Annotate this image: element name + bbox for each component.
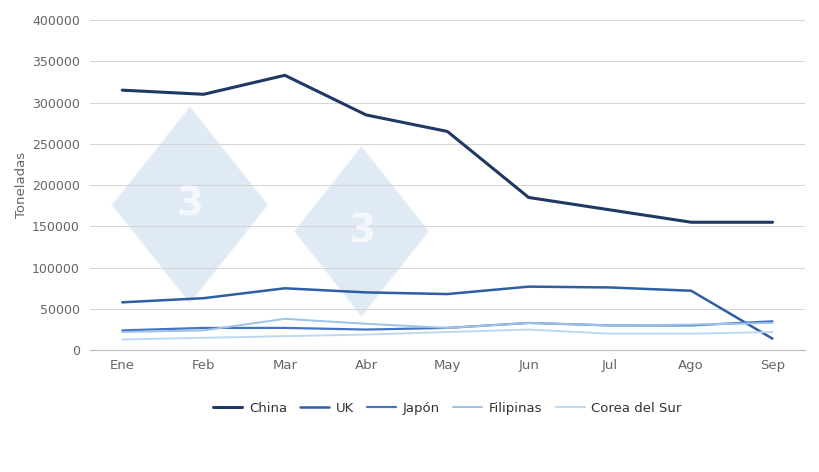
Filipinas <box>442 325 452 331</box>
China <box>117 87 127 93</box>
UK <box>117 300 127 305</box>
Line: Japón: Japón <box>122 321 771 330</box>
Corea del Sur <box>198 335 208 341</box>
UK <box>360 290 370 295</box>
China <box>767 219 776 225</box>
China <box>279 73 289 78</box>
Corea del Sur <box>686 331 695 337</box>
Corea del Sur <box>360 332 370 337</box>
Line: Filipinas: Filipinas <box>122 319 771 332</box>
UK <box>198 295 208 301</box>
Corea del Sur <box>279 333 289 339</box>
Line: China: China <box>122 76 771 222</box>
Japón <box>442 325 452 331</box>
Text: 3: 3 <box>347 212 374 250</box>
Corea del Sur <box>442 329 452 335</box>
Polygon shape <box>293 145 429 317</box>
China <box>360 112 370 118</box>
Filipinas <box>604 322 614 328</box>
Line: Corea del Sur: Corea del Sur <box>122 329 771 339</box>
UK <box>767 336 776 341</box>
Legend: China, UK, Japón, Filipinas, Corea del Sur: China, UK, Japón, Filipinas, Corea del S… <box>208 396 686 420</box>
UK <box>279 286 289 291</box>
Japón <box>198 325 208 331</box>
Corea del Sur <box>117 337 127 342</box>
China <box>523 194 533 200</box>
Japón <box>117 328 127 333</box>
Filipinas <box>117 329 127 335</box>
UK <box>604 285 614 290</box>
Japón <box>360 327 370 332</box>
Text: 3: 3 <box>176 186 203 224</box>
Corea del Sur <box>604 331 614 337</box>
China <box>604 207 614 213</box>
Filipinas <box>198 328 208 333</box>
Filipinas <box>279 316 289 321</box>
Y-axis label: Toneladas: Toneladas <box>15 152 28 218</box>
China <box>198 92 208 97</box>
Japón <box>279 325 289 331</box>
Japón <box>523 320 533 326</box>
Polygon shape <box>111 106 269 304</box>
UK <box>442 291 452 297</box>
UK <box>523 284 533 289</box>
UK <box>686 288 695 294</box>
Filipinas <box>523 320 533 326</box>
Filipinas <box>686 322 695 328</box>
Corea del Sur <box>523 327 533 332</box>
Japón <box>686 322 695 328</box>
Filipinas <box>360 321 370 327</box>
China <box>442 128 452 134</box>
Line: UK: UK <box>122 287 771 338</box>
Corea del Sur <box>767 329 776 335</box>
Japón <box>604 322 614 328</box>
Japón <box>767 319 776 324</box>
China <box>686 219 695 225</box>
Filipinas <box>767 320 776 326</box>
